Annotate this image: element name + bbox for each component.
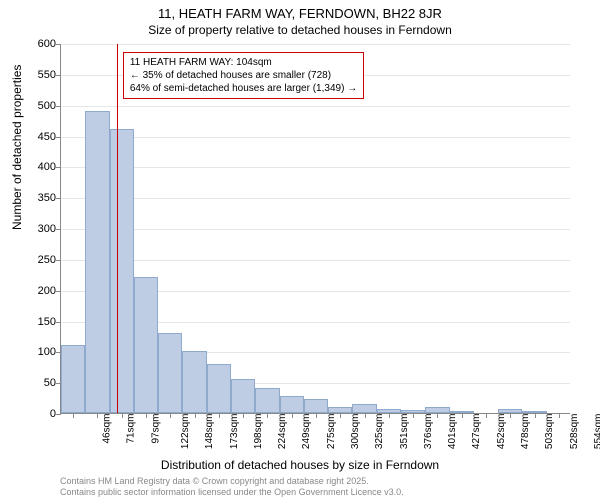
xtick-mark [462,413,463,418]
attribution-footer: Contains HM Land Registry data © Crown c… [60,476,404,498]
ytick-mark [56,291,61,292]
xtick-label: 503sqm [544,414,555,450]
xtick-label: 173sqm [229,414,240,450]
histogram-bar [85,111,109,413]
histogram-bar [304,399,328,413]
histogram-bar [182,351,206,413]
xtick-mark [243,413,244,418]
ytick-label: 200 [26,285,56,297]
xtick-mark [73,413,74,418]
ytick-mark [56,167,61,168]
histogram-bar [207,364,231,413]
xtick-label: 224sqm [277,414,288,450]
histogram-bar [255,388,279,413]
xtick-label: 249sqm [302,414,313,450]
xtick-label: 325sqm [374,414,385,450]
histogram-bar [158,333,182,413]
ytick-label: 450 [26,131,56,143]
histogram-bar [280,396,304,413]
gridline [61,44,570,45]
y-axis-label: Number of detached properties [10,65,24,230]
chart-plot-area: 05010015020025030035040045050055060046sq… [60,44,570,414]
xtick-mark [559,413,560,418]
ytick-label: 100 [26,346,56,358]
footer-line-1: Contains HM Land Registry data © Crown c… [60,476,404,487]
xtick-mark [219,413,220,418]
xtick-mark [316,413,317,418]
ytick-mark [56,414,61,415]
xtick-label: 351sqm [399,414,410,450]
ytick-label: 400 [26,161,56,173]
ytick-mark [56,75,61,76]
ytick-label: 550 [26,69,56,81]
ytick-mark [56,198,61,199]
callout-line: ← 35% of detached houses are smaller (72… [130,69,357,82]
xtick-label: 97sqm [150,414,161,444]
xtick-mark [510,413,511,418]
gridline [61,137,570,138]
chart-subtitle: Size of property relative to detached ho… [0,21,600,37]
histogram-bar [134,277,158,413]
xtick-label: 528sqm [569,414,580,450]
ytick-label: 250 [26,254,56,266]
gridline [61,229,570,230]
ytick-mark [56,260,61,261]
xtick-label: 198sqm [253,414,264,450]
xtick-label: 554sqm [593,414,600,450]
gridline [61,106,570,107]
ytick-mark [56,229,61,230]
xtick-label: 275sqm [326,414,337,450]
callout-line: 64% of semi-detached houses are larger (… [130,82,357,95]
xtick-mark [413,413,414,418]
xtick-mark [365,413,366,418]
xtick-label: 401sqm [447,414,458,450]
xtick-label: 376sqm [423,414,434,450]
ytick-label: 0 [26,408,56,420]
xtick-label: 300sqm [350,414,361,450]
ytick-label: 150 [26,316,56,328]
xtick-mark [292,413,293,418]
xtick-mark [146,413,147,418]
ytick-label: 600 [26,38,56,50]
gridline [61,167,570,168]
ytick-mark [56,44,61,45]
xtick-label: 427sqm [472,414,483,450]
ytick-mark [56,106,61,107]
x-axis-label: Distribution of detached houses by size … [0,458,600,472]
property-callout: 11 HEATH FARM WAY: 104sqm← 35% of detach… [123,52,364,99]
xtick-mark [267,413,268,418]
xtick-label: 122sqm [180,414,191,450]
property-marker-line [117,44,118,413]
xtick-label: 148sqm [204,414,215,450]
ytick-mark [56,322,61,323]
xtick-label: 478sqm [520,414,531,450]
xtick-label: 71sqm [126,414,137,444]
xtick-mark [486,413,487,418]
ytick-label: 350 [26,192,56,204]
footer-line-2: Contains public sector information licen… [60,487,404,498]
ytick-label: 50 [26,377,56,389]
xtick-label: 46sqm [102,414,113,444]
xtick-mark [122,413,123,418]
xtick-mark [340,413,341,418]
histogram-bar [231,379,255,413]
gridline [61,198,570,199]
xtick-label: 452sqm [496,414,507,450]
xtick-mark [97,413,98,418]
xtick-mark [389,413,390,418]
chart-title-address: 11, HEATH FARM WAY, FERNDOWN, BH22 8JR [0,0,600,21]
histogram-bar [352,404,376,413]
ytick-label: 300 [26,223,56,235]
plot-region: 05010015020025030035040045050055060046sq… [60,44,570,414]
histogram-bar [61,345,85,413]
xtick-mark [170,413,171,418]
xtick-mark [535,413,536,418]
xtick-mark [437,413,438,418]
ytick-label: 500 [26,100,56,112]
callout-line: 11 HEATH FARM WAY: 104sqm [130,56,357,69]
histogram-bar [110,129,134,413]
xtick-mark [195,413,196,418]
ytick-mark [56,137,61,138]
gridline [61,260,570,261]
